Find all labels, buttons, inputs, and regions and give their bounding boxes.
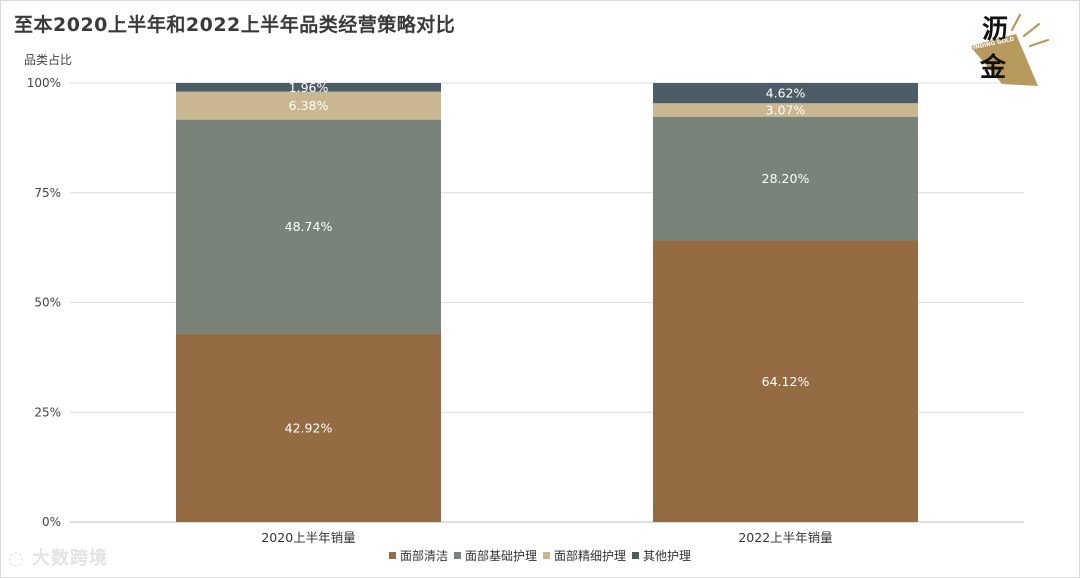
x-tick-label: 2020上半年销量	[261, 530, 355, 545]
bar-segment	[653, 103, 918, 117]
watermark-icon: ◌	[8, 548, 25, 569]
legend: 面部清洁 面部基础护理 面部精细护理 其他护理	[0, 547, 1080, 564]
logo-char-1: 沥	[982, 15, 1008, 45]
y-tick-label: 25%	[34, 405, 61, 419]
bar-segment	[653, 83, 918, 104]
legend-item: 面部基础护理	[453, 547, 537, 564]
y-tick-label: 100%	[27, 76, 61, 90]
y-tick-label: 0%	[42, 515, 61, 529]
data-label: 1.96%	[289, 80, 329, 95]
y-axis-title: 品类占比	[24, 53, 73, 67]
legend-label: 面部清洁	[399, 549, 448, 563]
watermark-text: 大数跨境	[32, 548, 108, 569]
legend-label: 面部精细护理	[554, 549, 627, 563]
data-label: 6.38%	[289, 98, 329, 113]
y-tick-label: 75%	[34, 186, 61, 200]
legend-label: 面部基础护理	[464, 549, 537, 563]
data-label: 64.12%	[762, 374, 810, 389]
bar-segment	[176, 333, 441, 522]
legend-swatch	[388, 552, 396, 559]
legend-label: 其他护理	[643, 549, 692, 563]
data-label: 42.92%	[285, 420, 333, 435]
bar-segment	[176, 91, 441, 120]
legend-swatch	[543, 552, 550, 559]
legend-item: 其他护理	[632, 547, 691, 564]
data-label: 4.62%	[766, 86, 806, 101]
legend-swatch	[632, 552, 640, 559]
lijin-logo: 沥 金 FINDING GOLD	[969, 13, 1050, 86]
bar-segment	[176, 119, 441, 334]
legend-swatch	[453, 552, 461, 559]
bar-segment	[176, 83, 441, 92]
watermark: ◌ 大数跨境	[8, 544, 108, 570]
x-tick-label: 2022上半年销量	[738, 530, 832, 545]
data-label: 28.20%	[762, 171, 810, 186]
legend-item: 面部精细护理	[543, 547, 626, 564]
data-label: 3.07%	[766, 102, 806, 117]
bar-segment	[653, 116, 918, 241]
logo-char-2: 金	[979, 52, 1007, 83]
data-label: 48.74%	[285, 219, 333, 234]
chart-title: 至本2020上半年和2022上半年品类经营策略对比	[14, 14, 456, 36]
y-tick-label: 50%	[34, 296, 61, 310]
bar-segment	[653, 240, 918, 523]
legend-item: 面部清洁	[388, 547, 448, 564]
